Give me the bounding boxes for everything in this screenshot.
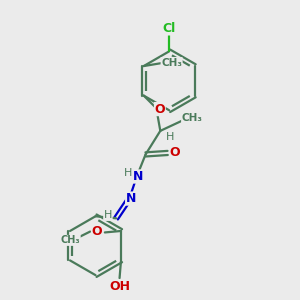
Text: CH₃: CH₃ [182,112,203,123]
Text: H: H [104,210,112,220]
Text: N: N [126,192,136,205]
Text: OH: OH [109,280,130,293]
Text: O: O [170,146,180,159]
Text: H: H [166,132,174,142]
Text: CH₃: CH₃ [161,58,182,68]
Text: H: H [124,168,132,178]
Text: Cl: Cl [163,22,176,35]
Text: CH₃: CH₃ [61,236,80,245]
Text: O: O [92,225,102,238]
Text: N: N [132,170,143,183]
Text: O: O [154,103,165,116]
